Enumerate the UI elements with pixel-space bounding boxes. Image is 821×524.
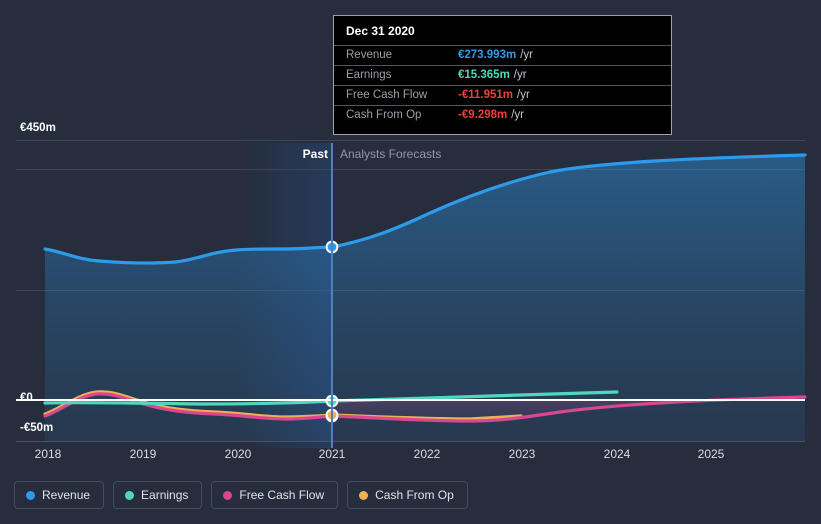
y-axis-label-neg50m: -€50m (20, 422, 54, 434)
cash-from-op-color-swatch-icon (359, 490, 369, 500)
legend-item-revenue[interactable]: Revenue (14, 481, 105, 509)
tooltip-row-earnings: Earnings €15.365m /yr (334, 65, 671, 85)
tooltip-value-free-cash-flow: -€11.951m (458, 89, 513, 101)
x-axis-label-2024: 2024 (603, 447, 631, 461)
x-axis-label-2020: 2020 (224, 447, 252, 461)
tooltip-label-free-cash-flow: Free Cash Flow (346, 89, 428, 101)
tooltip-label-earnings: Earnings (346, 69, 392, 81)
legend-label-earnings: Earnings (141, 488, 189, 502)
legend-item-earnings[interactable]: Earnings (113, 481, 203, 509)
tooltip-unit-revenue: /yr (520, 49, 533, 61)
x-axis-label-2021: 2021 (318, 447, 346, 461)
tooltip-label-revenue: Revenue (346, 49, 393, 61)
free-cash-flow-line (43, 392, 807, 423)
tooltip-value-revenue: €273.993m (458, 49, 517, 61)
tooltip-label-cash-from-op: Cash From Op (346, 109, 422, 121)
x-axis-label-2025: 2025 (697, 447, 725, 461)
tooltip-title: Dec 31 2020 (346, 24, 415, 38)
tooltip-row-revenue: Revenue €273.993m /yr (334, 45, 671, 65)
gridline-450m (16, 140, 805, 141)
revenue-color-swatch-icon (26, 490, 35, 500)
tooltip-unit-cash-from-op: /yr (511, 109, 525, 121)
analysts-forecasts-label: Analysts Forecasts (340, 147, 442, 161)
revenue-area (45, 155, 805, 441)
zero-baseline (16, 399, 805, 401)
y-axis-label-0: €0 (20, 392, 33, 404)
chart-legend: Revenue Earnings Free Cash Flow Cash Fro… (14, 481, 468, 509)
legend-item-cash-from-op[interactable]: Cash From Op (347, 481, 468, 509)
earnings-line (43, 390, 619, 406)
tooltip-unit-free-cash-flow: /yr (517, 89, 530, 101)
x-axis-label-2022: 2022 (413, 447, 441, 461)
tooltip-value-cash-from-op: -€9.298m (458, 109, 508, 121)
legend-label-cash-from-op: Cash From Op (375, 488, 454, 502)
y-axis-label-450m: €450m (20, 122, 56, 134)
earnings-color-swatch-icon (125, 490, 135, 500)
tooltip-row-cash-from-op: Cash From Op -€9.298m /yr (334, 105, 671, 125)
x-axis-line (16, 441, 805, 442)
free-cash-flow-color-swatch-icon (223, 490, 233, 500)
past-forecast-divider (331, 143, 333, 448)
series-canvas (43, 153, 807, 441)
legend-label-revenue: Revenue (42, 488, 91, 502)
data-point-tooltip: Dec 31 2020 Revenue €273.993m /yr Earnin… (333, 15, 672, 135)
free-cash-flow-area (332, 398, 805, 420)
tooltip-value-earnings: €15.365m (458, 69, 510, 81)
gridline-upper (16, 169, 805, 170)
legend-label-free-cash-flow: Free Cash Flow (239, 488, 325, 502)
x-axis-label-2023: 2023 (508, 447, 536, 461)
past-label: Past (302, 147, 328, 161)
legend-item-free-cash-flow[interactable]: Free Cash Flow (211, 481, 339, 509)
tooltip-row-free-cash-flow: Free Cash Flow -€11.951m /yr (334, 85, 671, 105)
x-axis-label-2019: 2019 (129, 447, 157, 461)
x-axis-label-2018: 2018 (34, 447, 62, 461)
tooltip-unit-earnings: /yr (513, 69, 527, 81)
